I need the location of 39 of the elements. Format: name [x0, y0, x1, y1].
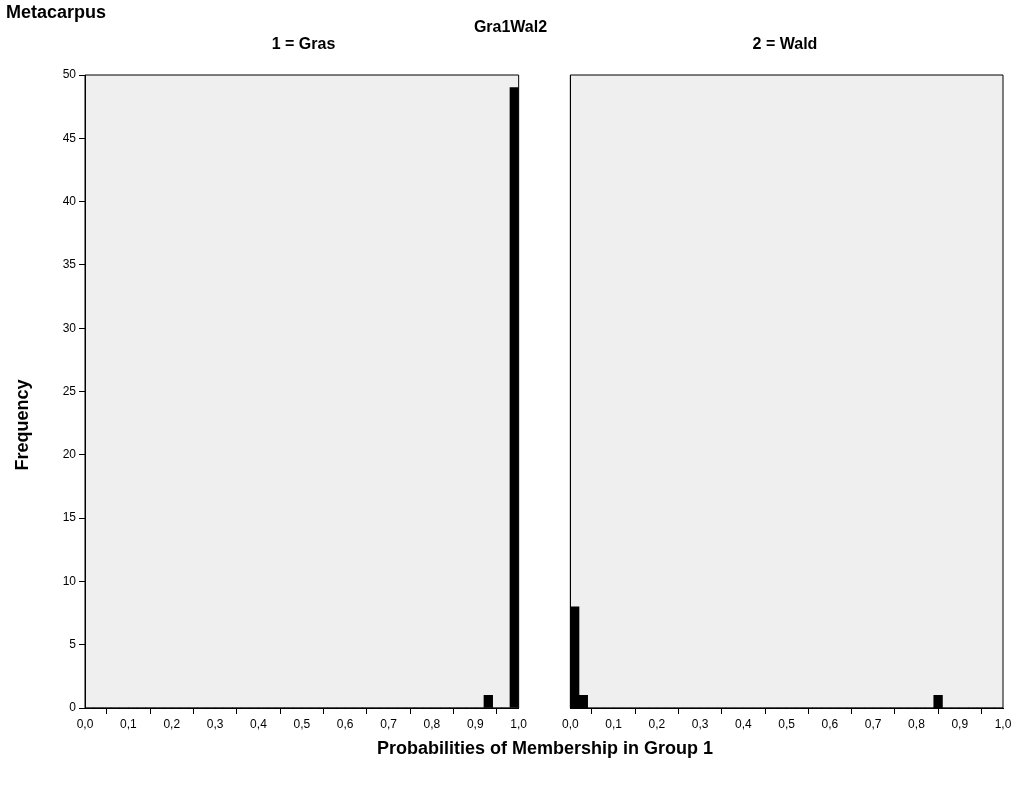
x-tick-label: 0,8	[423, 716, 441, 731]
chart-title: 1 = Gras	[270, 35, 337, 53]
y-tick-label: 0	[69, 700, 77, 715]
y-tick-label: 20	[62, 447, 77, 462]
y-tick-label: 45	[62, 130, 77, 145]
x-tick-label: 0,0	[562, 716, 579, 731]
x-tick-label: 0,0	[76, 716, 94, 731]
x-tick-label: 0,8	[908, 716, 926, 731]
x-tick-label: 1,0	[510, 716, 528, 731]
x-tick-label: 0,4	[250, 716, 268, 731]
y-tick-label: 40	[62, 193, 77, 208]
chart-title: 2 = Wald	[751, 35, 819, 53]
x-tick-label: 0,9	[466, 716, 484, 731]
x-tick-label: 0,5	[293, 716, 311, 731]
y-tick-label: 15	[62, 510, 77, 525]
x-tick-label: 0,5	[778, 716, 796, 731]
y-tick-label: 35	[62, 257, 77, 272]
x-tick-label: 0,3	[691, 716, 709, 731]
x-tick-label: 0,1	[120, 716, 138, 731]
y-tick-label: 25	[62, 383, 77, 398]
x-tick-label: 0,6	[821, 716, 839, 731]
x-tick-label: 0,7	[380, 716, 398, 731]
x-axis-title: Probabilities of Membership in Group 1	[375, 738, 714, 759]
text: Gra1Wal2	[473, 18, 548, 35]
x-tick-label: 0,3	[206, 716, 224, 731]
y-tick-label: 10	[62, 573, 77, 588]
y-axis-title: Frequency	[11, 379, 33, 471]
x-tick-label: 1,0	[994, 716, 1012, 731]
text: Metacarpus	[6, 2, 107, 23]
x-tick-label: 0,7	[864, 716, 882, 731]
y-tick-label: 50	[62, 67, 77, 82]
x-tick-label: 0,2	[648, 716, 666, 731]
y-tick-label: 5	[69, 637, 77, 652]
x-tick-label: 0,6	[336, 716, 354, 731]
x-tick-label: 0,2	[163, 716, 181, 731]
y-tick-label: 30	[62, 320, 77, 335]
x-tick-label: 0,9	[951, 716, 969, 731]
x-tick-label: 0,4	[735, 716, 753, 731]
x-tick-label: 0,1	[605, 716, 623, 731]
